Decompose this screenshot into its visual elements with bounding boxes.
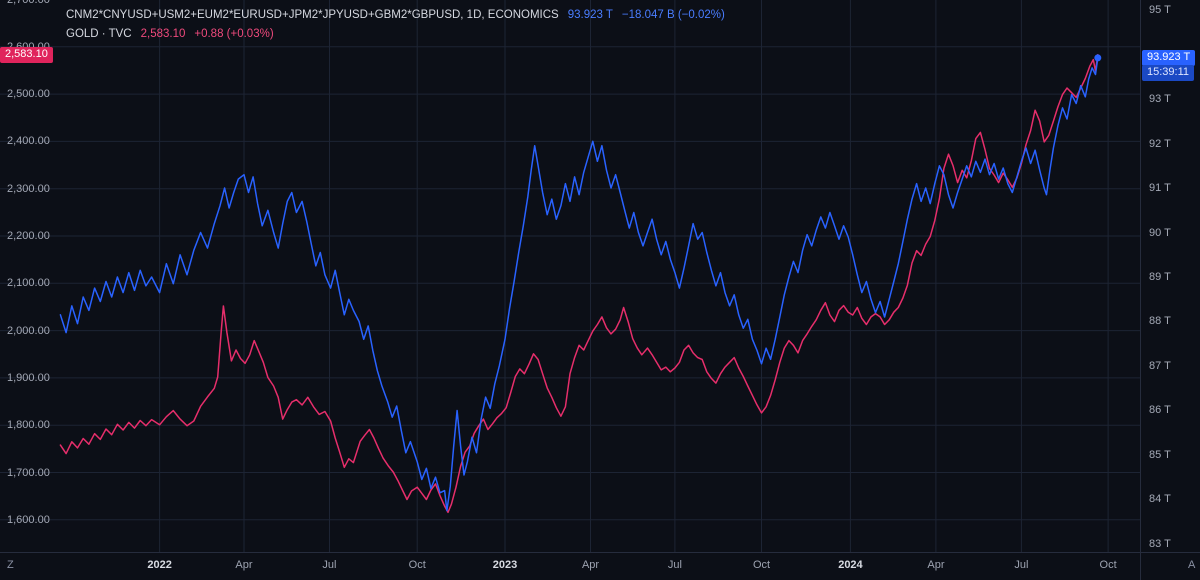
right-axis-tick-label: 85 T	[1149, 448, 1171, 461]
bottom-left-partial-label: Z	[7, 559, 14, 571]
time-axis-label: Apr	[581, 559, 600, 571]
time-axis-label: 2022	[147, 559, 172, 571]
m2-symbol-title: CNM2*CNYUSD+USM2+EUM2*EURUSD+JPM2*JPYUSD…	[66, 8, 559, 21]
legend-row-gold[interactable]: GOLD · TVC 2,583.10 +0.88 (+0.03%)	[66, 24, 725, 43]
time-axis-label: 2023	[492, 559, 518, 571]
time-axis-label: Jul	[322, 559, 337, 571]
price-chart-canvas[interactable]	[0, 0, 1140, 552]
right-axis-tick-label: 83 T	[1149, 537, 1171, 550]
right-scale-separator	[1140, 0, 1141, 580]
left-axis-tick-label: 2,400.00	[7, 135, 50, 148]
left-axis-tick-label: 2,700.00	[7, 0, 50, 6]
right-axis-tick-label: 84 T	[1149, 493, 1171, 506]
bar-countdown-badge: 15:39:11	[1142, 65, 1195, 82]
right-axis-tick-label: 95 T	[1149, 4, 1171, 16]
time-axis-label: Oct	[1099, 559, 1117, 571]
right-axis-tick-label: 91 T	[1149, 182, 1171, 194]
left-axis-tick-label: 2,100.00	[7, 277, 50, 290]
right-axis-tick-label: 93 T	[1149, 93, 1171, 105]
gold-series-line	[59, 54, 1099, 514]
time-axis-separator	[0, 552, 1200, 553]
m2-series-line	[59, 57, 1099, 512]
m2-change: −18.047 B (−0.02%)	[621, 8, 725, 21]
m2-price-badge: 93.923 T	[1142, 49, 1196, 66]
right-axis-tick-label: 90 T	[1149, 226, 1171, 239]
time-axis-label: 2024	[838, 559, 863, 571]
time-axis-label: Oct	[752, 559, 771, 571]
bottom-right-partial-label: A	[1188, 559, 1196, 571]
time-axis-label: Jul	[667, 559, 682, 571]
gold-last-value: 2,583.10	[140, 27, 186, 40]
time-axis-label: Jul	[1014, 559, 1029, 571]
chart-legend: CNM2*CNYUSD+USM2+EUM2*EURUSD+JPM2*JPYUSD…	[66, 5, 725, 43]
left-axis-tick-label: 2,500.00	[7, 88, 50, 101]
time-axis-label: Apr	[927, 559, 945, 571]
left-axis-tick-label: 2,000.00	[7, 324, 50, 337]
legend-row-m2-basket[interactable]: CNM2*CNYUSD+USM2+EUM2*EURUSD+JPM2*JPYUSD…	[66, 5, 725, 24]
m2-last-price-dot	[1094, 54, 1102, 62]
right-axis-tick-label: 88 T	[1149, 315, 1171, 328]
gold-price-badge: 2,583.10	[0, 46, 53, 63]
right-axis-tick-label: 89 T	[1149, 271, 1171, 283]
time-axis-label: Oct	[408, 559, 426, 571]
left-axis-tick-label: 1,700.00	[7, 466, 50, 479]
left-axis-tick-label: 2,300.00	[7, 182, 50, 195]
right-axis-tick-label: 87 T	[1149, 359, 1171, 372]
left-axis-tick-label: 2,200.00	[7, 230, 50, 243]
right-axis-tick-label: 92 T	[1149, 137, 1171, 150]
left-axis-tick-label: 1,900.00	[7, 371, 50, 384]
m2-last-value: 93.923 T	[567, 8, 613, 21]
gold-symbol-title: GOLD · TVC	[66, 27, 132, 40]
left-axis-tick-label: 1,600.00	[7, 513, 50, 526]
time-axis-label: Apr	[235, 559, 253, 571]
right-axis-tick-label: 86 T	[1149, 404, 1171, 417]
left-axis-tick-label: 1,800.00	[7, 419, 50, 432]
gold-change: +0.88 (+0.03%)	[194, 27, 274, 40]
